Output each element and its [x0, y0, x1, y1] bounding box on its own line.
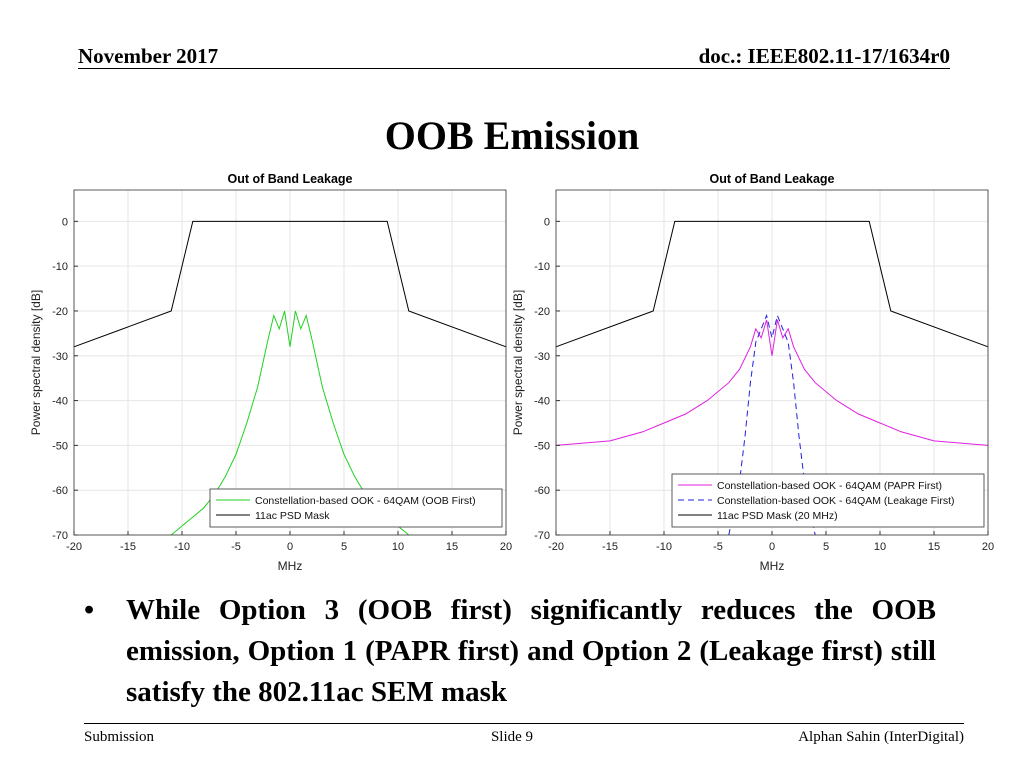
x-tick-label: -20	[548, 541, 564, 553]
x-tick-label: -20	[66, 541, 82, 553]
x-tick-label: -5	[713, 541, 723, 553]
x-axis-label: MHz	[278, 559, 303, 573]
y-tick-label: -50	[52, 440, 68, 452]
y-tick-label: -60	[534, 485, 550, 497]
y-axis-label: Power spectral density [dB]	[29, 290, 43, 435]
legend-label-3: 11ac PSD Mask (20 MHz)	[717, 510, 838, 522]
y-tick-label: -20	[52, 306, 68, 318]
x-tick-label: -15	[120, 541, 136, 553]
y-tick-label: -60	[52, 485, 68, 497]
legend-label-1: Constellation-based OOK - 64QAM (PAPR Fi…	[717, 480, 942, 492]
legend-label-2: Constellation-based OOK - 64QAM (Leakage…	[717, 495, 955, 507]
x-tick-label: 20	[500, 541, 512, 553]
footer-divider	[84, 723, 964, 724]
x-tick-label: -5	[231, 541, 241, 553]
y-tick-label: -40	[534, 396, 550, 408]
y-tick-label: -50	[534, 440, 550, 452]
x-tick-label: 10	[874, 541, 886, 553]
legend: Constellation-based OOK - 64QAM (PAPR Fi…	[671, 473, 985, 528]
y-tick-label: -20	[534, 306, 550, 318]
legend: Constellation-based OOK - 64QAM (OOB Fir…	[209, 488, 503, 528]
x-tick-label: 0	[287, 541, 293, 553]
y-tick-label: 0	[544, 216, 550, 228]
legend-label-2: 11ac PSD Mask	[255, 510, 330, 522]
legend-box	[671, 473, 985, 528]
x-tick-label: -10	[174, 541, 190, 553]
y-axis-label: Power spectral density [dB]	[511, 290, 525, 435]
x-tick-label: 5	[823, 541, 829, 553]
y-tick-label: -10	[534, 261, 550, 273]
y-tick-label: -30	[52, 351, 68, 363]
x-tick-label: 0	[769, 541, 775, 553]
x-tick-label: 20	[982, 541, 994, 553]
slide-title: OOB Emission	[384, 113, 640, 158]
chart-title: Out of Band Leakage	[709, 172, 834, 186]
bullet-list: • While Option 3 (OOB first) significant…	[84, 590, 936, 713]
x-axis-label: MHz	[760, 559, 785, 573]
header-divider	[78, 68, 950, 69]
legend-label-1: Constellation-based OOK - 64QAM (OOB Fir…	[255, 495, 476, 507]
footer-author: Alphan Sahin (InterDigital)	[798, 729, 964, 745]
series-line-3	[555, 220, 989, 348]
chart-left: -20 -15 -10 -5 0 5 10 15 200-10-20-30-40-50-60-7…	[29, 172, 512, 573]
y-tick-label: -30	[534, 351, 550, 363]
chart-title: Out of Band Leakage	[227, 172, 352, 186]
x-tick-label: 10	[392, 541, 404, 553]
x-tick-label: -15	[602, 541, 618, 553]
y-tick-label: -10	[52, 261, 68, 273]
y-tick-label: -70	[534, 530, 550, 542]
header-doc-id: doc.: IEEE802.11-17/1634r0	[698, 44, 950, 68]
series-line-2	[728, 313, 816, 536]
x-tick-label: 15	[446, 541, 458, 553]
header-date: November 2017	[78, 44, 219, 68]
x-tick-label: 5	[341, 541, 347, 553]
y-tick-label: 0	[62, 216, 68, 228]
footer-slide-number: Slide 9	[490, 729, 534, 745]
y-tick-label: -70	[52, 530, 68, 542]
series-line-1	[555, 319, 989, 446]
footer-submission: Submission	[84, 729, 155, 745]
y-tick-label: -40	[52, 396, 68, 408]
x-tick-label: 15	[928, 541, 940, 553]
x-tick-label: -10	[656, 541, 672, 553]
chart-right: -20 -15 -10 -5 0 5 10 15 200-10-20-30-40-50-60-7…	[511, 172, 994, 573]
bullet-marker: •	[84, 594, 95, 626]
legend-box	[209, 488, 503, 528]
bullet-text: While Option 3 (OOB first) significantly…	[126, 594, 936, 708]
series-line-2	[73, 220, 507, 348]
